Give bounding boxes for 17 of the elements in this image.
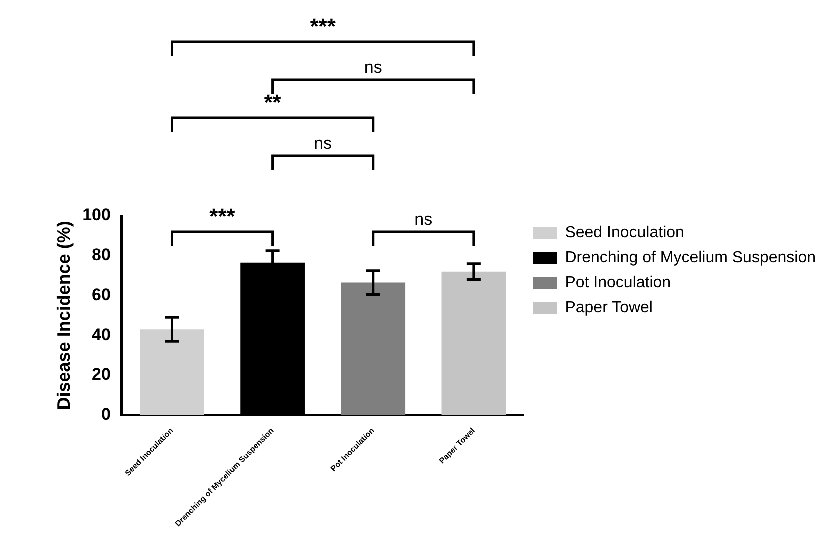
annotation: *** (210, 204, 236, 230)
y-tick-label: 20 (92, 365, 111, 384)
text: ns (314, 134, 332, 154)
y-tick-label: 0 (101, 405, 111, 424)
legend-label: Seed Inoculation (565, 224, 684, 242)
text: ** (264, 90, 282, 116)
text: *** (310, 14, 336, 40)
text: ns (364, 58, 382, 78)
y-tick-label: 100 (82, 206, 111, 225)
annotation: ns (414, 210, 433, 230)
y-axis-title: Disease Incidence (%) (54, 221, 74, 410)
legend-label: Pot Inoculation (565, 274, 672, 292)
legend-label: Paper Towel (565, 299, 653, 316)
y-tick-label: 80 (92, 246, 111, 265)
y-tick-label: 40 (92, 325, 111, 344)
legend-label: Drenching of Mycelium Suspension (565, 249, 816, 266)
y-tick-label: 60 (92, 285, 111, 304)
